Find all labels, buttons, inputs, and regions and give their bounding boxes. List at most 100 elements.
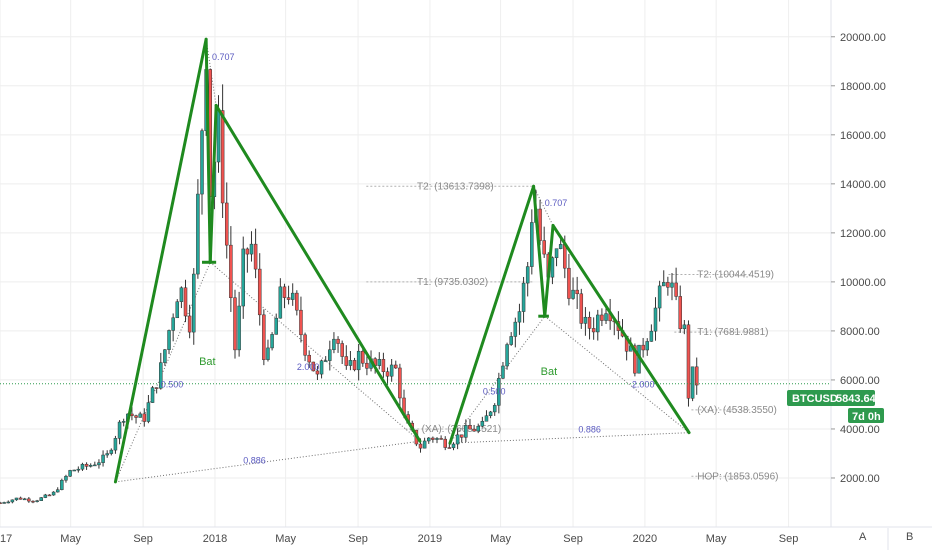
time-tick-label: 2018 (203, 533, 227, 545)
candle-body (431, 437, 435, 440)
price-axis-panel (831, 0, 932, 550)
candle-body (352, 360, 357, 371)
candle-body (381, 359, 386, 372)
time-tick-label: May (275, 533, 296, 545)
time-tick-label: Sep (779, 533, 799, 545)
dotted-connector (544, 315, 690, 434)
fib-ratio-label: 0.707 (212, 52, 235, 62)
candle-body (571, 289, 575, 299)
candle-body (472, 428, 476, 432)
candle-body (117, 421, 122, 439)
candle-body (550, 257, 555, 278)
candles (0, 67, 699, 504)
candle-body (394, 364, 398, 369)
candle-body (427, 437, 431, 442)
candle-body (142, 413, 147, 422)
bat-2-xa (448, 184, 536, 445)
candle-body (113, 438, 118, 451)
candle-body (389, 364, 394, 377)
dotted-connector (449, 315, 546, 444)
fib-ratio-label: 2.000 (632, 379, 655, 389)
candle-body (187, 315, 192, 333)
candle-body (661, 282, 666, 287)
candle-body (435, 438, 439, 440)
dotted-connector (114, 262, 211, 483)
candle-body (262, 314, 266, 360)
candle-body (121, 421, 126, 423)
candle-body (39, 497, 43, 501)
candle-body (14, 497, 19, 501)
candle-body (109, 449, 114, 454)
candle-body (84, 463, 89, 467)
time-tick-label: 2020 (633, 533, 657, 545)
candle-body (579, 293, 584, 324)
target-level-label: (XA): (4538.3550) (697, 405, 777, 416)
candle-body (558, 244, 563, 249)
price-tick-label: 6000.00 (840, 375, 880, 387)
candle-body (521, 282, 526, 312)
candle-body (513, 321, 518, 337)
candle-body (554, 248, 559, 258)
candle-body (233, 297, 237, 351)
candle-body (525, 266, 530, 284)
pattern-name-label: Bat (541, 366, 558, 378)
candle-body (447, 447, 452, 449)
candle-body (175, 301, 180, 319)
candle-body (266, 347, 270, 360)
target-level-label: (XA): (3665.4521) (422, 424, 502, 435)
candle-body (542, 240, 546, 255)
last-price-badge (787, 390, 875, 406)
candle-body (678, 296, 682, 330)
log-scale-button[interactable]: B (906, 531, 913, 543)
candle-body (492, 405, 497, 413)
candle-body (274, 317, 278, 335)
candle-body (690, 366, 695, 399)
candle-body (237, 305, 241, 351)
bat-1-xa (113, 37, 208, 484)
candle-body (167, 330, 171, 350)
candle-body (468, 425, 472, 430)
grid (0, 0, 831, 527)
candle-body (307, 354, 311, 363)
candle-body (216, 110, 221, 163)
candle-body (480, 421, 485, 427)
candle-body (278, 286, 283, 319)
candle-body (666, 282, 670, 288)
candle-body (361, 350, 365, 364)
price-tick-label: 20000.00 (840, 32, 886, 44)
candle-body (101, 454, 105, 463)
candle-body (303, 334, 307, 356)
candle-body (488, 411, 493, 416)
auto-scale-button[interactable]: A (859, 531, 867, 543)
price-tick-label: 14000.00 (840, 179, 886, 191)
candle-body (253, 243, 258, 270)
price-tick-label: 8000.00 (840, 326, 880, 338)
candle-body (130, 413, 134, 416)
candle-body (295, 292, 299, 311)
price-tick-label: 4000.00 (840, 424, 880, 436)
price-tick-label: 12000.00 (840, 228, 886, 240)
candle-body (641, 344, 645, 351)
price-tick-label: 18000.00 (840, 81, 886, 93)
candle-body (64, 475, 68, 481)
fib-ratio-label: 0.500 (483, 387, 506, 397)
candle-body (567, 267, 571, 299)
candle-body (68, 470, 72, 477)
candle-body (348, 360, 353, 366)
candle-body (674, 282, 678, 297)
candle-body (459, 434, 464, 438)
candle-body (315, 370, 320, 375)
target-level-label: T2: (13613.7398) (417, 181, 494, 192)
candle-body (60, 479, 64, 490)
candle-body (138, 413, 142, 418)
candle-body (476, 425, 480, 432)
time-tick-label: Sep (133, 533, 153, 545)
target-level-label: T1: (9735.0302) (417, 277, 488, 288)
target-level-label: HOP: (1853.0596) (697, 471, 778, 482)
dotted-connector (115, 440, 420, 483)
candle-body (336, 338, 340, 344)
time-tick-label: May (706, 533, 727, 545)
candle-body (72, 469, 76, 472)
price-tick-label: 2000.00 (840, 473, 880, 485)
